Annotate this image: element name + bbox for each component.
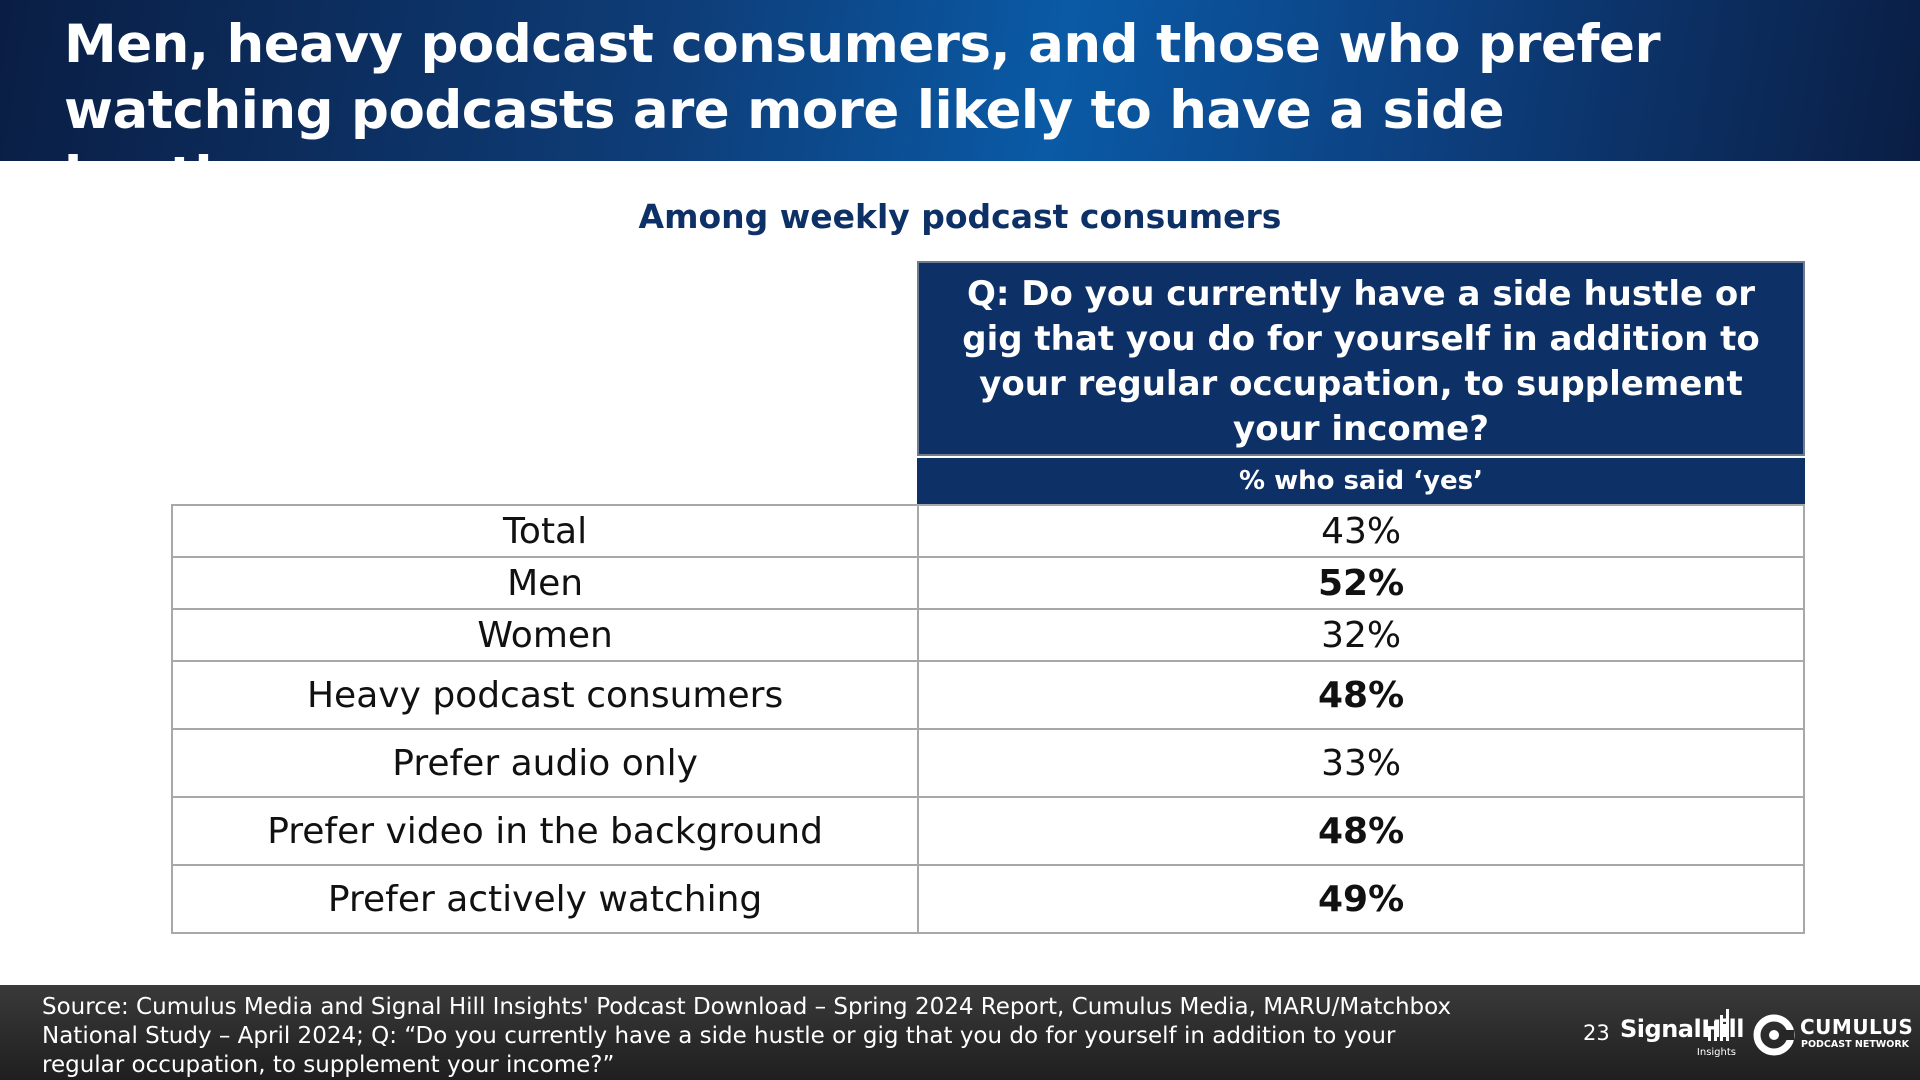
question-header: Q: Do you currently have a side hustle o… (917, 261, 1805, 456)
results-table: Total 43% Men 52% Women 32% Heavy podcast cons… (171, 504, 1805, 934)
table-row: Prefer video in the background 48% (172, 797, 1804, 865)
row-value: 48% (918, 797, 1804, 865)
row-label: Total (172, 505, 918, 557)
row-value: 48% (918, 661, 1804, 729)
table-row: Men 52% (172, 557, 1804, 609)
slide-title: Men, heavy podcast consumers, and those … (64, 12, 1704, 210)
row-label: Prefer video in the background (172, 797, 918, 865)
cumulus-logo-sub: PODCAST NETWORK (1801, 1039, 1909, 1050)
row-label: Men (172, 557, 918, 609)
row-value: 33% (918, 729, 1804, 797)
row-label: Prefer audio only (172, 729, 918, 797)
results-table-body: Total 43% Men 52% Women 32% Heavy podcast cons… (172, 505, 1804, 933)
signal-bars-icon (1706, 1007, 1738, 1043)
table-row: Prefer actively watching 49% (172, 865, 1804, 933)
table-row: Total 43% (172, 505, 1804, 557)
cumulus-mark-icon (1752, 1013, 1796, 1057)
row-value: 32% (918, 609, 1804, 661)
row-label: Prefer actively watching (172, 865, 918, 933)
footer-bar: Source: Cumulus Media and Signal Hill In… (0, 985, 1920, 1080)
title-bar: Men, heavy podcast consumers, and those … (0, 0, 1920, 161)
table-row: Heavy podcast consumers 48% (172, 661, 1804, 729)
slide-subtitle: Among weekly podcast consumers (0, 192, 1920, 242)
cumulus-logo: CUMULUS PODCAST NETWORK (1752, 1013, 1912, 1057)
row-value: 52% (918, 557, 1804, 609)
signal-hill-logo-sub: Insights (1697, 1047, 1736, 1058)
row-label: Women (172, 609, 918, 661)
slide-title-line-1: Men, heavy podcast consumers, and those … (64, 12, 1704, 78)
row-value: 49% (918, 865, 1804, 933)
slide-title-line-2: watching podcasts are more likely to hav… (64, 78, 1704, 210)
question-subheader: % who said ‘yes’ (917, 458, 1805, 504)
row-label: Heavy podcast consumers (172, 661, 918, 729)
row-value: 43% (918, 505, 1804, 557)
signal-hill-logo: SignalHill Insights (1620, 1005, 1738, 1061)
table-row: Prefer audio only 33% (172, 729, 1804, 797)
source-note: Source: Cumulus Media and Signal Hill In… (42, 993, 1482, 1080)
question-text: Q: Do you currently have a side hustle o… (953, 272, 1769, 452)
cumulus-logo-name: CUMULUS (1800, 1015, 1913, 1039)
page-number: 23 (1583, 1021, 1610, 1045)
table-row: Women 32% (172, 609, 1804, 661)
